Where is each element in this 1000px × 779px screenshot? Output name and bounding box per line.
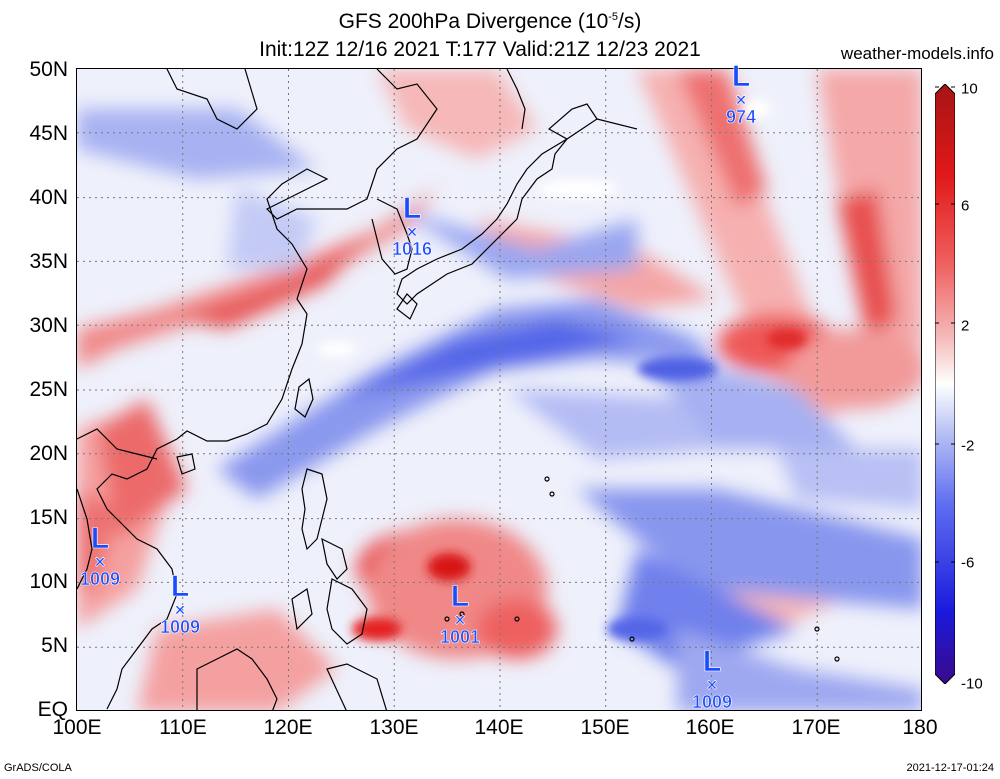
lon-label-160e: 160E [685,716,735,739]
low-center-cross: × [735,90,747,110]
lat-label-40n: 40N [29,186,68,209]
lat-label-45n: 45N [29,122,68,145]
lat-label-35n: 35N [29,250,68,273]
low-letter: L [731,60,751,93]
low-center-cross: × [94,552,106,572]
lat-label-30n: 30N [29,314,68,337]
low-center-cross: × [706,675,718,695]
map-subtitle: Init:12Z 12/16 2021 T:177 Valid:21Z 12/2… [259,38,701,61]
lat-label-5n: 5N [41,634,68,657]
lon-label-170e: 170E [791,716,841,739]
colorbar-label-neg2: -2 [961,437,975,455]
colorbar-label-neg10: -10 [961,675,983,693]
low-marker-1016: L × 1016 [382,192,442,259]
low-pressure-value: 1016 [391,239,433,259]
map-plot-area [76,68,922,711]
low-pressure-value: 1009 [159,617,201,637]
lon-label-130e: 130E [369,716,419,739]
low-center-cross: × [174,600,186,620]
low-marker-1009-west: L × 1009 [70,522,130,589]
low-marker-974: L × 974 [711,60,771,127]
footer-timestamp: 2021-12-17-01:24 [906,762,994,774]
site-credit: weather-models.info [840,44,994,63]
graticule [77,69,921,710]
divergence-field [77,69,921,710]
lon-label-150e: 150E [580,716,630,739]
low-pressure-value: 974 [725,107,757,127]
low-letter: L [450,580,470,613]
map-title: GFS 200hPa Divergence (10-5/s) [338,10,642,33]
low-marker-1009-scs: L × 1009 [150,570,210,637]
divergence-detail [317,99,807,641]
colorbar-label-6: 6 [961,197,970,215]
low-pressure-value: 1009 [691,692,733,712]
colorbar [935,84,955,684]
low-marker-1009-east: L × 1009 [682,645,742,712]
lon-label-180: 180 [902,716,938,739]
colorbar-label-2: 2 [961,317,970,335]
lon-label-110e: 110E [159,716,207,739]
low-letter: L [170,570,190,603]
lat-label-50n: 50N [29,58,68,81]
lon-label-120e: 120E [263,716,313,739]
low-center-cross: × [454,610,466,630]
coastlines [77,69,840,710]
lat-label-20n: 20N [29,442,68,465]
low-letter: L [402,192,422,225]
lon-label-100e: 100E [52,716,102,739]
lat-label-10n: 10N [29,570,68,593]
low-marker-1001: L × 1001 [430,580,490,647]
lat-label-eq: EQ [37,698,68,721]
low-center-cross: × [406,222,418,242]
footer-software: GrADS/COLA [4,762,72,774]
colorbar-label-10: 10 [961,80,978,98]
colorbar-label-neg6: -6 [961,554,975,572]
lon-label-140e: 140E [474,716,524,739]
low-letter: L [90,522,110,555]
low-letter: L [702,645,722,678]
lat-label-25n: 25N [29,378,68,401]
lat-label-15n: 15N [29,506,68,529]
low-pressure-value: 1009 [79,569,121,589]
low-pressure-value: 1001 [439,627,481,647]
